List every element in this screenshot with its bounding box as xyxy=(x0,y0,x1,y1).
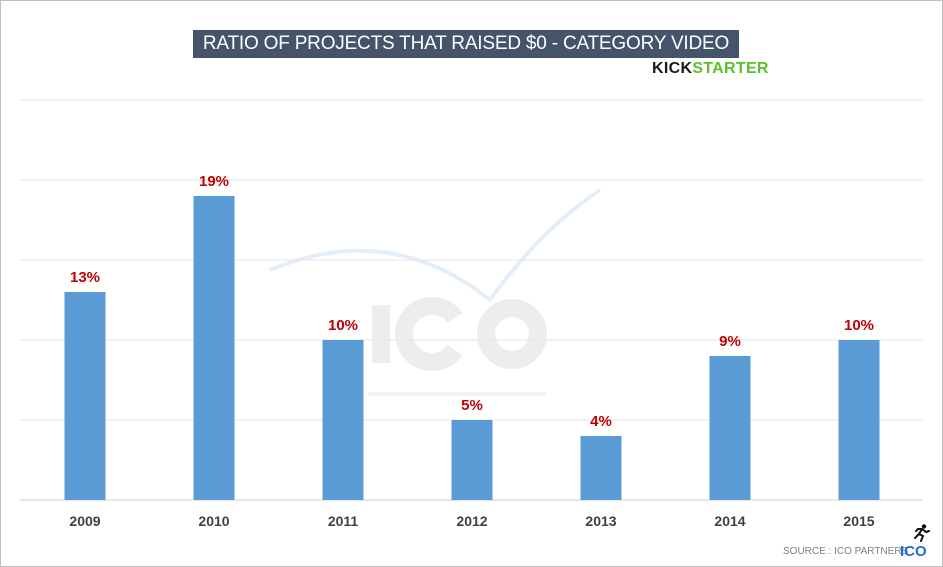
bar-2011 xyxy=(322,340,364,500)
data-label: 5% xyxy=(461,397,483,414)
x-tick-label: 2015 xyxy=(843,513,874,529)
data-label: 13% xyxy=(70,269,100,286)
x-tick-label: 2010 xyxy=(198,513,229,529)
watermark-letter-o xyxy=(477,299,547,369)
x-tick-label: 2011 xyxy=(328,513,359,529)
kickstarter-logo-kick: KICK xyxy=(652,60,693,77)
bar-2015 xyxy=(838,340,880,500)
x-tick-label: 2009 xyxy=(69,513,100,529)
kickstarter-logo-starter: STARTER xyxy=(692,60,769,77)
x-tick-label: 2012 xyxy=(456,513,487,529)
bar-2013 xyxy=(580,436,622,500)
data-label: 19% xyxy=(199,173,229,190)
watermark-letter-c xyxy=(395,297,463,371)
bar-2012 xyxy=(451,420,493,500)
bar-2010 xyxy=(193,196,235,500)
data-label: 10% xyxy=(844,317,874,334)
x-tick-label: 2013 xyxy=(585,513,616,529)
data-label: 4% xyxy=(590,413,612,430)
watermark-letter-i xyxy=(372,305,390,363)
bar-2009 xyxy=(64,292,106,500)
watermark xyxy=(269,188,602,396)
kickstarter-logo: KICKSTARTER xyxy=(652,60,769,78)
chart-title: RATIO OF PROJECTS THAT RAISED $0 - CATEG… xyxy=(193,30,739,82)
data-label: 10% xyxy=(328,317,358,334)
watermark-swoosh xyxy=(269,188,602,303)
data-label: 9% xyxy=(719,333,741,350)
bar-2014 xyxy=(709,356,751,500)
x-tick-label: 2014 xyxy=(714,513,745,529)
ico-logo: ICO xyxy=(900,543,927,560)
runner-icon xyxy=(914,524,930,542)
source-note: SOURCE : ICO PARTNERS xyxy=(783,546,909,557)
watermark-partners-bar xyxy=(368,392,546,396)
